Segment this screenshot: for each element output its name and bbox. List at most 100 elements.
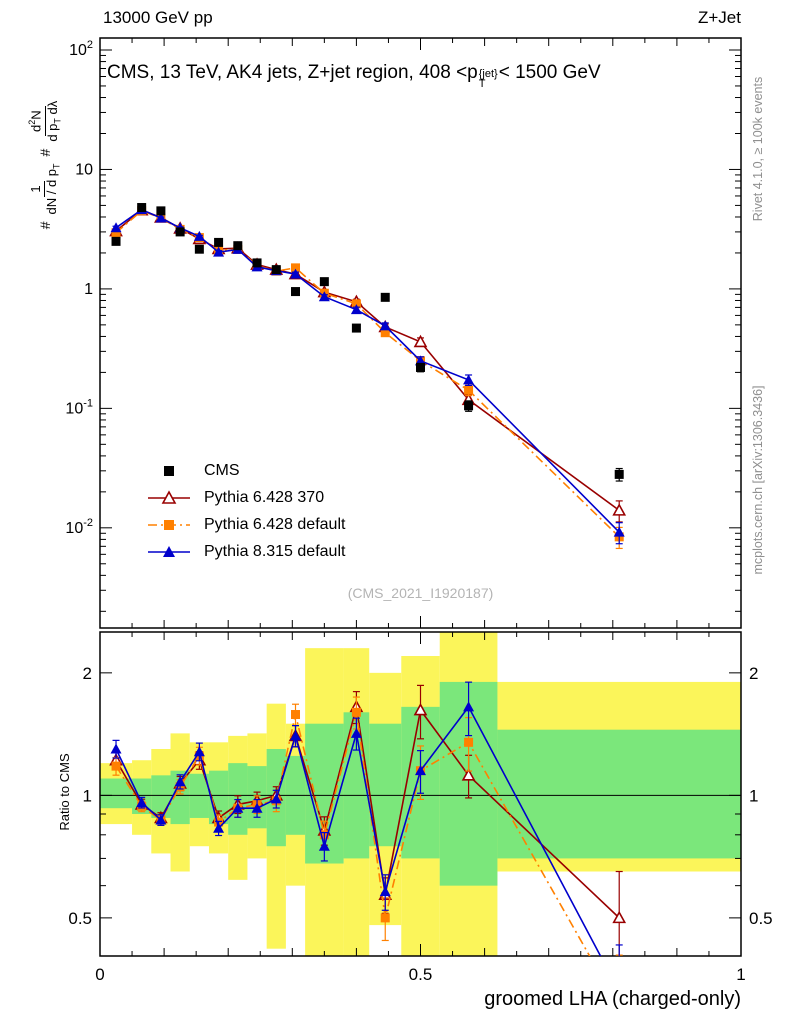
beam-energy-label: 13000 GeV pp	[103, 8, 213, 27]
legend-swatch	[148, 489, 190, 504]
marker	[291, 710, 301, 720]
tick-label: 10-2	[65, 517, 93, 537]
marker	[461, 768, 476, 781]
marker	[464, 385, 474, 395]
marker	[290, 730, 302, 741]
process-label: Z+Jet	[698, 8, 741, 27]
marker	[161, 489, 177, 504]
tick-label: 0.5	[409, 965, 433, 984]
marker	[270, 793, 282, 804]
marker	[214, 237, 224, 247]
marker	[416, 362, 425, 372]
marker	[252, 258, 262, 268]
tick-label: 0	[95, 965, 104, 984]
axes	[99, 37, 742, 957]
differential-fraction: d2N d pT dλ	[27, 101, 62, 142]
marker	[137, 203, 147, 213]
series-CMS	[111, 203, 624, 482]
fraction-denominator: dN / d pT	[43, 163, 62, 215]
marker	[164, 519, 174, 530]
marker	[155, 814, 167, 825]
marker	[213, 246, 225, 257]
pt-jet-notation: {jet} T	[478, 68, 498, 90]
marker	[233, 241, 243, 251]
plot-title-text-end: < 1500 GeV	[498, 62, 601, 83]
marker	[380, 328, 390, 338]
green-band	[497, 729, 741, 859]
marker	[612, 910, 627, 924]
normalization-fraction: 1 dN / d pT	[28, 163, 62, 215]
mcplots-attribution-label: mcplots.cern.ch [arXiv:1306.3436]	[751, 385, 765, 575]
plot-title: CMS, 13 TeV, AK4 jets, Z+jet region, 408…	[107, 62, 601, 90]
series-line	[115, 712, 591, 956]
tick-label: 1	[83, 786, 92, 805]
marker	[318, 291, 330, 302]
legend-label: Pythia 6.428 default	[204, 515, 346, 533]
tick-label: 2	[749, 664, 758, 683]
marker	[413, 334, 428, 348]
legend-label: Pythia 8.315 default	[204, 542, 346, 560]
marker	[463, 701, 475, 712]
fraction-numerator: d2N	[27, 106, 46, 137]
tick-label: 1	[736, 965, 745, 984]
series-line	[115, 705, 602, 956]
marker	[318, 840, 330, 851]
green-band	[170, 770, 190, 825]
legend-item-3: Pythia 6.428 default	[146, 511, 345, 538]
marker	[110, 222, 122, 233]
marker	[111, 761, 121, 771]
marker	[111, 228, 121, 238]
green-band	[132, 778, 152, 814]
marker	[464, 737, 474, 747]
marker	[174, 776, 186, 787]
marker	[415, 355, 426, 366]
legend: CMS Pythia 6.428 370 Pythia 6.428 default P…	[146, 457, 345, 565]
tick-label: 102	[69, 39, 93, 59]
legend-label: Pythia 6.428 370	[204, 488, 325, 506]
marker	[350, 727, 362, 738]
marker	[463, 374, 475, 385]
marker	[175, 227, 185, 237]
marker	[351, 299, 361, 309]
green-band	[151, 775, 171, 818]
fraction-denominator: d pT dλ	[44, 100, 63, 142]
marker	[380, 913, 390, 923]
marker	[379, 886, 391, 897]
marker	[290, 268, 302, 279]
tick-label: 1	[749, 786, 758, 805]
marker	[136, 797, 148, 808]
marker	[251, 802, 263, 813]
pt-superscript: {jet}	[478, 68, 498, 80]
ratio-y-axis-label: Ratio to CMS	[57, 753, 72, 831]
ratio-uncertainty-bands	[100, 632, 741, 956]
marker	[163, 545, 175, 557]
x-axis-label: groomed LHA (charged-only)	[484, 988, 741, 1010]
marker	[111, 236, 121, 246]
marker	[380, 292, 390, 302]
legend-item-4: Pythia 8.315 default	[146, 538, 345, 565]
marker	[194, 244, 204, 254]
tick-label: 0.5	[68, 909, 92, 928]
marker	[291, 263, 301, 273]
legend-swatch	[164, 465, 174, 476]
marker	[614, 469, 624, 479]
marker	[213, 822, 225, 833]
marker	[193, 230, 205, 241]
marker	[350, 304, 362, 315]
marker	[155, 212, 167, 223]
marker	[612, 503, 627, 516]
pt-subscript: T	[478, 78, 486, 90]
legend-label: CMS	[204, 461, 240, 479]
marker	[413, 702, 428, 716]
legend-item-1: CMS	[146, 457, 345, 484]
legend-item-2: Pythia 6.428 370	[146, 484, 345, 511]
hash-symbol: #	[37, 148, 53, 157]
marker	[291, 287, 301, 297]
legend-swatch	[148, 519, 190, 530]
tick-label: 1	[84, 281, 93, 298]
series-line	[115, 208, 620, 533]
fraction-numerator: 1	[28, 181, 45, 197]
rivet-version-label: Rivet 4.1.0, ≥ 100k events	[751, 76, 765, 222]
main-y-axis-label: # 1 dN / d pT # d2N d pT dλ	[15, 35, 75, 295]
